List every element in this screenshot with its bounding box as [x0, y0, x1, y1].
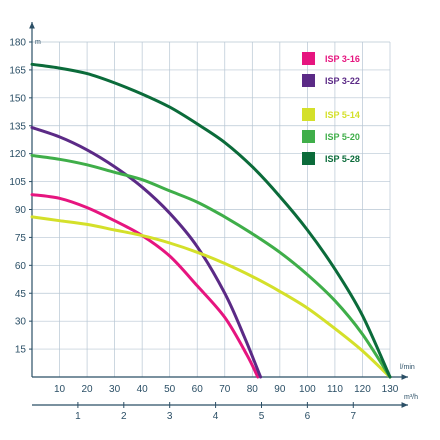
x-tick-label-secondary: 6 [305, 411, 311, 422]
axes [29, 22, 408, 408]
legend: ISP 3-16 ISP 3-22 ISP 5-14 ISP 5-20 ISP 5-28 [302, 52, 360, 165]
x-tick-label-primary: 40 [137, 384, 149, 395]
curve-isp-5-14 [30, 215, 392, 379]
curve-isp-5-28 [30, 62, 392, 379]
y-axis-unit: m [35, 39, 41, 46]
x-tick-label-secondary: 2 [121, 411, 127, 422]
curve-isp-3-16 [30, 193, 260, 379]
x-tick-label-primary: 20 [82, 384, 94, 395]
legend-label-isp-3-22: ISP 3-22 [325, 76, 360, 86]
x-tick-label-primary: 60 [192, 384, 204, 395]
y-tick-label: 15 [15, 345, 27, 356]
legend-label-isp-3-16: ISP 3-16 [325, 54, 360, 64]
x-axis-primary-unit: l/min [400, 364, 415, 371]
x-axis-primary-ticks: 10 20 30 40 50 60 70 80 90 100 110 120 130 [54, 384, 399, 395]
y-tick-label: 120 [9, 149, 26, 160]
x-tick-label-primary: 130 [382, 384, 399, 395]
y-tick-label: 105 [9, 177, 26, 188]
x-tick-label-secondary: 1 [75, 411, 81, 422]
performance-curves [30, 62, 392, 379]
y-tick-label: 180 [9, 38, 26, 49]
y-tick-label: 45 [15, 289, 27, 300]
legend-swatch-isp-3-16 [302, 52, 315, 65]
legend-swatch-isp-5-14 [302, 108, 315, 121]
y-tick-label: 90 [15, 205, 27, 216]
y-tick-label: 150 [9, 93, 26, 104]
legend-swatch-isp-5-28 [302, 152, 315, 165]
x-axis-secondary-ticks: 1 2 3 4 5 6 7 [75, 402, 357, 422]
legend-label-isp-5-14: ISP 5-14 [325, 110, 360, 120]
x-axis-secondary-unit: m³/h [404, 394, 418, 401]
y-axis-ticks: 15 30 45 60 75 90 105 120 135 150 165 180 [9, 38, 32, 356]
y-tick-label: 30 [15, 317, 27, 328]
curve-isp-5-20 [30, 154, 392, 379]
legend-swatch-isp-5-20 [302, 130, 315, 143]
legend-label-isp-5-28: ISP 5-28 [325, 154, 360, 164]
y-tick-label: 165 [9, 65, 26, 76]
x-tick-label-primary: 80 [247, 384, 259, 395]
legend-swatch-isp-3-22 [302, 74, 315, 87]
curve-isp-3-22 [30, 126, 263, 379]
legend-label-isp-5-20: ISP 5-20 [325, 132, 360, 142]
x-tick-label-secondary: 5 [259, 411, 265, 422]
x-tick-label-primary: 90 [274, 384, 286, 395]
x-tick-label-primary: 50 [164, 384, 176, 395]
x-tick-label-primary: 30 [109, 384, 121, 395]
x-tick-label-secondary: 3 [167, 411, 173, 422]
x-tick-label-secondary: 7 [351, 411, 357, 422]
x-tick-label-secondary: 4 [213, 411, 219, 422]
y-tick-label: 75 [15, 233, 27, 244]
y-tick-label: 60 [15, 261, 27, 272]
x-tick-label-primary: 10 [54, 384, 66, 395]
x-tick-label-primary: 100 [299, 384, 316, 395]
y-tick-label: 135 [9, 121, 26, 132]
x-tick-label-primary: 110 [327, 384, 343, 395]
x-tick-label-primary: 120 [354, 384, 371, 395]
x-tick-label-primary: 70 [219, 384, 231, 395]
